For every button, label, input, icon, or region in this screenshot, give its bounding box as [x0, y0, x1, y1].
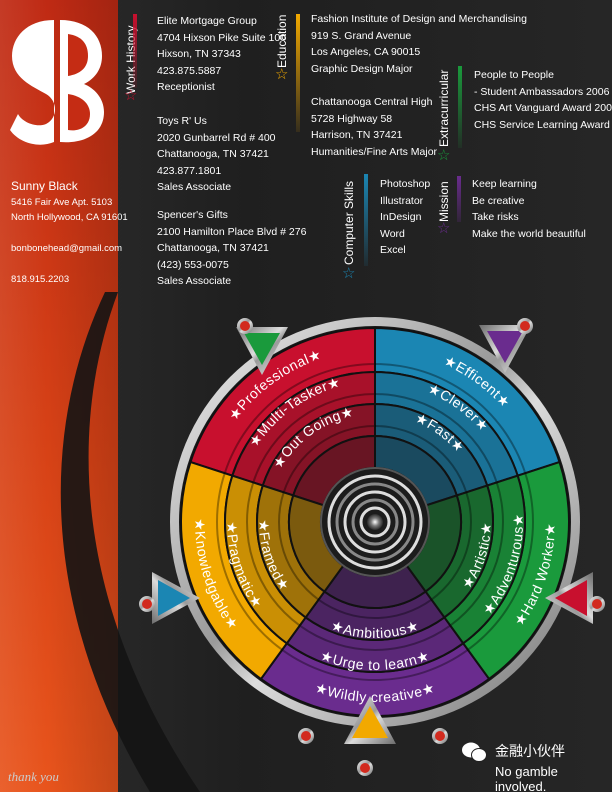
skill-item: Word	[380, 227, 405, 240]
red-gem-center	[435, 731, 445, 741]
education-list-2: Chattanooga Central High 5728 Highway 58…	[311, 94, 437, 160]
extracurricular-item: - Student Ambassadors 2006	[474, 85, 610, 98]
job-street: 4704 Hixson Pike Suite 100	[157, 31, 286, 44]
triangle-gem-ornament	[152, 572, 200, 624]
computer-skills-star-icon: ☆	[342, 265, 356, 282]
education-star-icon: ☆	[275, 66, 289, 83]
job-role: Receptionist	[157, 81, 215, 93]
thank-you-text: thank you	[8, 769, 59, 784]
watermark-title: 金融小伙伴	[495, 744, 565, 760]
work-history-list: Elite Mortgage Group 4704 Hixson Pike Su…	[157, 13, 286, 96]
wheel-ring-line	[282, 425, 375, 493]
computer-skills-list: Photoshop Illustrator InDesign Word Exce…	[380, 176, 430, 259]
work-history-color-bar	[133, 14, 137, 88]
job-street: 2100 Hamilton Place Blvd # 276	[157, 225, 307, 238]
mission-star-icon: ☆	[437, 220, 451, 237]
wheel-ring-line	[278, 492, 320, 601]
school-city: Harrison, TN 37421	[311, 129, 403, 141]
mission-color-bar	[457, 176, 461, 222]
school-city: Los Angeles, CA 90015	[311, 46, 421, 58]
job-phone: 423.875.5887	[157, 64, 222, 77]
wheel-ring-line	[299, 624, 451, 652]
extracurricular-star-icon: ☆	[437, 147, 451, 164]
job-city: Hixson, TN 37343	[157, 48, 241, 60]
wheel-ring-line	[375, 425, 468, 493]
wheel-hub-ring	[335, 482, 415, 562]
extracurricular-color-bar	[458, 66, 462, 148]
school-detail: Graphic Design Major	[311, 62, 413, 75]
job-street: 2020 Gunbarrel Rd # 400	[157, 131, 276, 144]
extracurricular-item: CHS Art Vanguard Award 2007	[474, 102, 612, 114]
wheel-ring-line	[281, 649, 469, 682]
sb-monogram-logo	[10, 20, 104, 145]
skill-item: InDesign	[380, 211, 422, 223]
skill-item: Photoshop	[380, 178, 431, 190]
job-role: Sales Associate	[157, 275, 232, 287]
school-detail: Humanities/Fine Arts Major	[311, 145, 438, 158]
job-company: Toys R' Us	[157, 115, 207, 127]
mission-item: Make the world beautiful	[472, 227, 586, 240]
mission-item: Take risks	[472, 211, 519, 223]
job-city: Chattanooga, TN 37421	[157, 148, 269, 160]
red-gem-center	[520, 321, 530, 331]
school-street: 919 S. Grand Avenue	[311, 29, 412, 42]
triangle-gem-ornament	[344, 696, 396, 744]
contact-phone: 818.915.2203	[11, 274, 70, 285]
job-phone: (423) 553-0075	[157, 258, 229, 271]
work-history-list-2: Toys R' Us 2020 Gunbarrel Rd # 400 Chatt…	[157, 113, 276, 196]
contact-address-line1: 5416 Fair Ave Apt. 5103	[11, 197, 113, 208]
red-gem-center	[592, 599, 602, 609]
job-phone: 423.877.1801	[157, 164, 222, 177]
extracurricular-item: People to People	[474, 69, 554, 81]
skill-item: Excel	[380, 244, 406, 256]
wheel-ring-line	[430, 492, 472, 601]
wechat-icon	[461, 741, 487, 763]
job-company: Elite Mortgage Group	[157, 15, 257, 27]
red-gem-center	[301, 731, 311, 741]
triangle-gem-ornament	[479, 325, 531, 373]
job-company: Spencer's Gifts	[157, 209, 228, 221]
wheel-hub-ring	[343, 490, 407, 554]
mission-item: Keep learning	[472, 178, 537, 190]
education-list: Fashion Institute of Design and Merchand…	[311, 11, 527, 77]
red-gem-center	[360, 763, 370, 773]
triangle-gem-ornament	[236, 327, 288, 375]
contact-email: bonbonehead@gmail.com	[11, 243, 123, 254]
extracurricular-item: CHS Service Learning Award 2007	[474, 118, 612, 131]
job-city: Chattanooga, TN 37421	[157, 242, 269, 254]
wheel-hub-ring	[327, 474, 423, 570]
wheel-ring-line	[317, 598, 433, 619]
extracurricular-list: People to People - Student Ambassadors 2…	[474, 67, 612, 133]
red-gem-center	[142, 599, 152, 609]
education-color-bar	[296, 14, 300, 132]
school-street: 5728 Highway 58	[311, 112, 393, 125]
work-history-list-3: Spencer's Gifts 2100 Hamilton Place Blvd…	[157, 207, 306, 290]
wheel-hub-ring	[351, 498, 399, 546]
wheel-hub-ring	[359, 506, 391, 538]
school-name: Chattanooga Central High	[311, 96, 433, 108]
skill-item: Illustrator	[380, 194, 424, 207]
contact-name: Sunny Black	[11, 179, 78, 193]
mission-item: Be creative	[472, 194, 525, 207]
contact-address-line2: North Hollywood, CA 91601	[11, 212, 128, 223]
school-name: Fashion Institute of Design and Merchand…	[311, 13, 527, 25]
wheel-hub-center	[367, 514, 383, 530]
watermark-subtitle: No gamble involved.	[495, 764, 558, 792]
work-history-star-icon: ☆	[124, 87, 138, 104]
red-gem-center	[240, 321, 250, 331]
job-role: Sales Associate	[157, 181, 232, 193]
computer-skills-color-bar	[364, 174, 368, 266]
triangle-gem-ornament	[545, 572, 593, 624]
mission-list: Keep learning Be creative Take risks Mak…	[472, 176, 586, 242]
